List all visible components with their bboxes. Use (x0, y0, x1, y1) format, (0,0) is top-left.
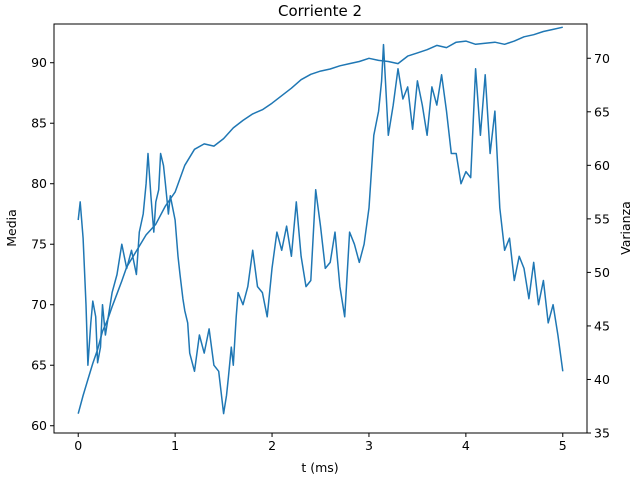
y-left-tick-label: 90 (31, 55, 47, 70)
x-tick-label: 3 (365, 438, 373, 453)
y-left-tick-label: 70 (31, 297, 47, 312)
y-right-tick-label: 35 (594, 426, 610, 441)
y-axis-right-label: Varianza (618, 201, 633, 255)
y-right-tick-label: 55 (594, 211, 610, 226)
y-left-tick-label: 60 (31, 418, 47, 433)
y-right-tick-label: 45 (594, 318, 610, 333)
x-tick-label: 4 (462, 438, 470, 453)
y-left-tick-label: 80 (31, 176, 47, 191)
x-tick-label: 0 (74, 438, 82, 453)
y-right-tick-label: 70 (594, 51, 610, 66)
series-line-right (77, 26, 563, 414)
axes-frame (53, 23, 588, 434)
x-tick-label: 2 (268, 438, 276, 453)
y-left-tick-label: 75 (31, 237, 47, 252)
x-tick-label: 1 (171, 438, 179, 453)
y-axis-left-label: Media (4, 209, 19, 247)
y-right-tick-label: 65 (594, 104, 610, 119)
y-left-tick-label: 65 (31, 358, 47, 373)
x-axis-label: t (ms) (301, 460, 338, 475)
y-right-tick-label: 50 (594, 265, 610, 280)
plot-area (77, 26, 564, 415)
x-tick-label: 5 (559, 438, 567, 453)
y-right-tick-label: 40 (594, 372, 610, 387)
chart-title: Corriente 2 (278, 2, 362, 20)
y-right-tick-label: 60 (594, 158, 610, 173)
y-left-tick-label: 85 (31, 116, 47, 131)
series-line-left (77, 43, 564, 415)
